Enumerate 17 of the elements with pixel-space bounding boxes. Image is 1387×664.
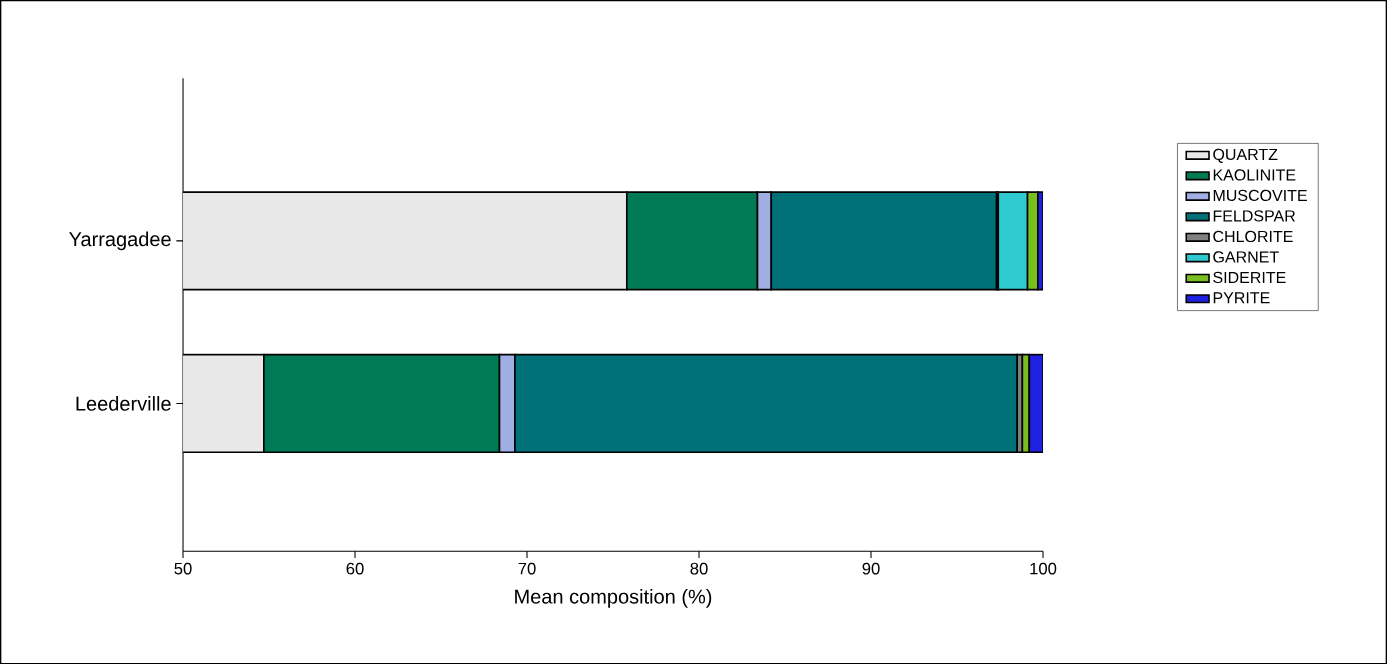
- x-tick-label: 80: [690, 562, 708, 575]
- x-tick-label: 50: [174, 562, 192, 575]
- legend-label: KAOLINITE: [1213, 169, 1296, 181]
- legend-label: CHLORITE: [1213, 230, 1293, 242]
- x-tick-label: 70: [518, 562, 536, 575]
- legend-label: MUSCOVITE: [1213, 189, 1307, 201]
- legend-label: QUARTZ: [1213, 148, 1278, 163]
- legend-label: SIDERITE: [1213, 271, 1286, 283]
- legend-label: GARNET: [1213, 251, 1279, 263]
- x-tick-label: 90: [862, 562, 880, 575]
- legend-label: FELDSPAR: [1213, 210, 1296, 222]
- y-tick-label: Yarragadee: [69, 231, 171, 251]
- x-axis-title: Mean composition (%): [515, 588, 712, 608]
- x-tick-label: 100: [1030, 562, 1057, 575]
- x-tick-label: 60: [346, 562, 364, 575]
- legend-label: PYRITE: [1213, 292, 1270, 304]
- y-tick-label: Leederville: [76, 395, 171, 411]
